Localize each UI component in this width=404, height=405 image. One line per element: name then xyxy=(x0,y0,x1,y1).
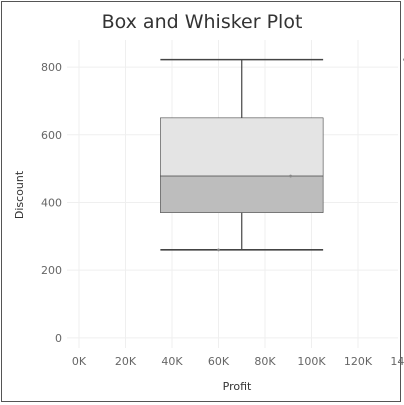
lower-box xyxy=(160,175,324,213)
upper-box xyxy=(160,117,324,177)
x-tick-label: 120K xyxy=(344,355,373,368)
y-axis-label: Discount xyxy=(13,170,26,219)
x-tick-label: 140K xyxy=(390,355,404,368)
y-axis-ticks: 0 200 400 600 800 xyxy=(41,61,62,345)
y-tick-label: 600 xyxy=(41,129,62,142)
data-point xyxy=(217,248,220,252)
x-axis-ticks: 0K 20K 40K 60K 80K 100K 120K 140K xyxy=(72,355,404,368)
y-tick-label: 0 xyxy=(55,332,62,345)
x-tick-label: 60K xyxy=(208,355,230,368)
y-tick-label: 400 xyxy=(41,196,62,209)
y-tick-label: 200 xyxy=(41,264,62,277)
x-tick-label: 40K xyxy=(161,355,183,368)
data-point xyxy=(289,174,292,178)
x-tick-label: 0K xyxy=(72,355,87,368)
x-tick-label: 100K xyxy=(297,355,326,368)
y-tick-label: 800 xyxy=(41,61,62,74)
x-tick-label: 80K xyxy=(254,355,276,368)
chart-title: Box and Whisker Plot xyxy=(102,11,303,33)
plot-marks xyxy=(160,58,404,252)
x-axis-label: Profit xyxy=(223,380,252,393)
x-tick-label: 20K xyxy=(115,355,137,368)
